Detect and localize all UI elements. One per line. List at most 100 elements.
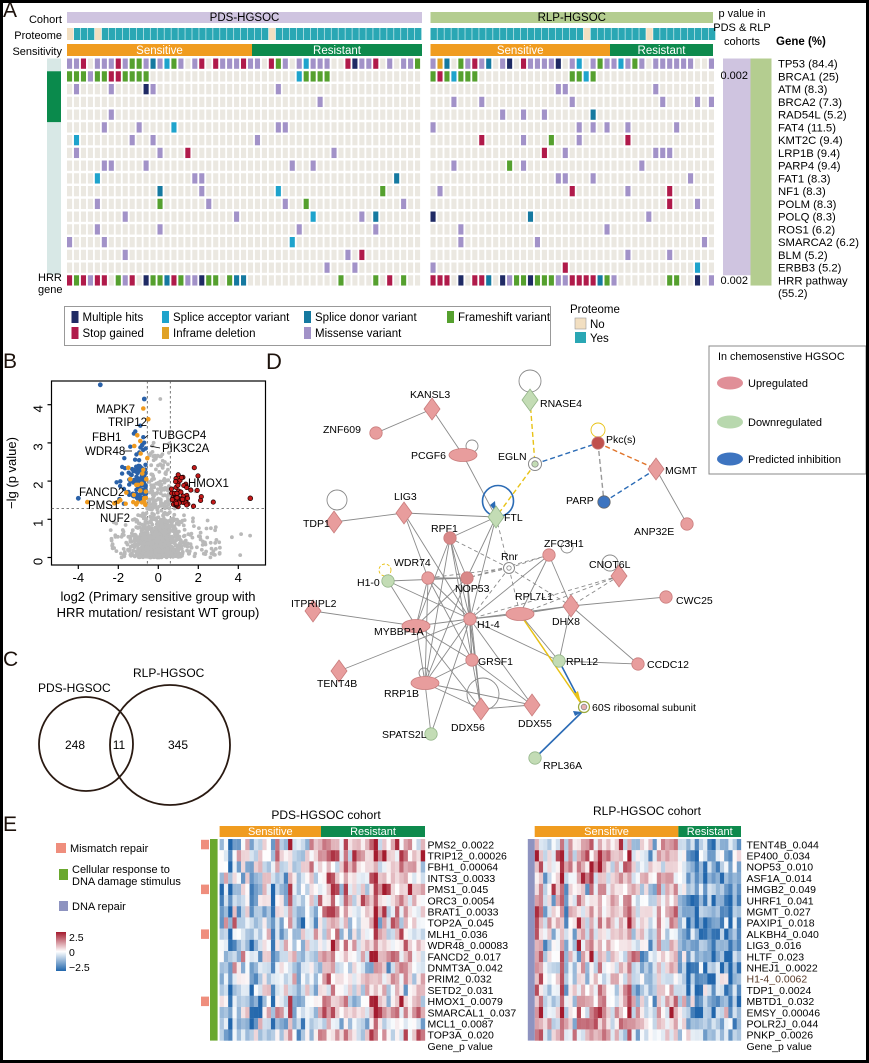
svg-text:HRR pathway: HRR pathway [778, 275, 848, 287]
svg-text:HRR mutation/ resistant WT gro: HRR mutation/ resistant WT group) [57, 605, 260, 620]
svg-text:Splice donor variant: Splice donor variant [315, 312, 417, 324]
svg-text:gene: gene [38, 284, 62, 296]
svg-text:4: 4 [235, 570, 242, 585]
svg-text:60S ribosomal subunit: 60S ribosomal subunit [592, 702, 696, 714]
svg-text:Rnr: Rnr [501, 551, 518, 563]
svg-text:PARP: PARP [566, 495, 594, 507]
svg-text:ITPRIPL2: ITPRIPL2 [291, 598, 337, 610]
svg-text:−2.5: −2.5 [69, 962, 90, 974]
svg-text:PDS & RLP: PDS & RLP [713, 22, 770, 34]
svg-text:KMT2C (9.4): KMT2C (9.4) [778, 135, 843, 147]
svg-text:In chemosenstive HGSOC: In chemosenstive HGSOC [718, 351, 845, 363]
svg-text:3: 3 [31, 443, 46, 450]
svg-text:Resistant: Resistant [687, 826, 733, 838]
svg-text:FANCD2: FANCD2 [79, 487, 124, 499]
svg-text:-2: -2 [113, 570, 125, 585]
svg-text:ZFC3H1: ZFC3H1 [544, 538, 584, 550]
svg-text:0: 0 [155, 570, 162, 585]
svg-text:NOP53: NOP53 [455, 583, 490, 595]
svg-text:RPL12: RPL12 [566, 656, 598, 668]
svg-text:CNOT6L: CNOT6L [589, 559, 631, 571]
svg-text:TP53 (84.4): TP53 (84.4) [778, 59, 838, 71]
svg-text:Cellular response to: Cellular response to [72, 864, 170, 876]
svg-text:11: 11 [113, 738, 126, 752]
svg-text:RNASE4: RNASE4 [540, 398, 582, 410]
svg-text:Pkc(s): Pkc(s) [606, 434, 636, 446]
svg-text:PDS-HGSOC: PDS-HGSOC [210, 12, 280, 24]
svg-text:log2 (Primary sensitive group: log2 (Primary sensitive group with [60, 589, 255, 604]
svg-text:FBH1: FBH1 [92, 432, 121, 444]
svg-text:0.002: 0.002 [720, 70, 748, 82]
svg-text:0.002: 0.002 [720, 275, 748, 287]
svg-text:2: 2 [195, 570, 202, 585]
svg-text:TUBGCP4: TUBGCP4 [152, 430, 207, 442]
svg-text:ROS1 (6.2): ROS1 (6.2) [778, 224, 835, 236]
svg-text:DDX55: DDX55 [518, 718, 552, 730]
svg-text:ATM (8.3): ATM (8.3) [778, 84, 828, 96]
svg-text:Inframe deletion: Inframe deletion [173, 328, 255, 340]
svg-text:RLP-HGSOC: RLP-HGSOC [133, 666, 205, 680]
svg-text:WDR48: WDR48 [85, 446, 125, 458]
svg-text:A: A [3, 0, 17, 22]
svg-text:-4: -4 [73, 570, 85, 585]
svg-text:H1-4: H1-4 [477, 619, 500, 631]
svg-text:p value in: p value in [718, 8, 765, 20]
svg-text:HMOX1: HMOX1 [188, 478, 229, 490]
svg-text:Missense variant: Missense variant [315, 328, 402, 340]
svg-text:PDS-HGSOC cohort: PDS-HGSOC cohort [271, 808, 381, 822]
svg-text:B: B [3, 350, 17, 373]
svg-text:RAD54L (5.2): RAD54L (5.2) [778, 110, 847, 122]
svg-text:Sensitive: Sensitive [136, 45, 183, 57]
svg-text:RRP1B: RRP1B [384, 688, 419, 700]
svg-text:No: No [590, 319, 605, 331]
svg-text:(55.2): (55.2) [778, 288, 808, 300]
svg-text:DNA damage stimulus: DNA damage stimulus [72, 876, 181, 888]
svg-text:H1-0: H1-0 [357, 577, 380, 589]
svg-text:−lg (p value): −lg (p value) [4, 437, 19, 509]
svg-text:CWC25: CWC25 [676, 595, 713, 607]
svg-text:SPATS2L: SPATS2L [382, 729, 427, 741]
svg-text:Sensitive: Sensitive [584, 826, 629, 838]
svg-text:EGLN: EGLN [498, 451, 527, 463]
svg-text:CCDC12: CCDC12 [647, 659, 689, 671]
svg-text:Gene (%): Gene (%) [776, 36, 826, 48]
svg-text:FTL: FTL [504, 512, 523, 524]
svg-text:Predicted inhibition: Predicted inhibition [748, 454, 841, 466]
svg-text:0: 0 [31, 558, 46, 565]
svg-text:Upregulated: Upregulated [748, 378, 808, 390]
svg-text:POLQ (8.3): POLQ (8.3) [778, 212, 836, 224]
svg-text:NF1 (8.3): NF1 (8.3) [778, 186, 826, 198]
svg-text:0: 0 [69, 947, 75, 959]
svg-text:SMARCA2 (6.2): SMARCA2 (6.2) [778, 237, 859, 249]
svg-text:PARP4 (9.4): PARP4 (9.4) [778, 161, 841, 173]
svg-text:DNA repair: DNA repair [72, 901, 126, 913]
svg-text:Mismatch repair: Mismatch repair [70, 843, 149, 855]
svg-text:Proteome: Proteome [570, 304, 620, 316]
svg-text:Cohort: Cohort [29, 14, 62, 26]
svg-text:ERBB3 (5.2): ERBB3 (5.2) [778, 263, 842, 275]
svg-text:BRCA2 (7.3): BRCA2 (7.3) [778, 97, 842, 109]
svg-text:248: 248 [65, 738, 85, 752]
svg-text:MYBBP1A: MYBBP1A [374, 626, 424, 638]
svg-text:MAPK7: MAPK7 [96, 404, 135, 416]
svg-text:Multiple hits: Multiple hits [83, 312, 144, 324]
svg-text:cohorts: cohorts [724, 36, 761, 48]
svg-text:Yes: Yes [590, 333, 609, 345]
svg-text:ZNF609: ZNF609 [323, 424, 361, 436]
svg-text:2: 2 [31, 481, 46, 488]
svg-text:DHX8: DHX8 [552, 616, 580, 628]
svg-text:Frameshift variant: Frameshift variant [458, 312, 551, 324]
svg-text:Sensitive: Sensitive [248, 826, 293, 838]
svg-text:Sensitivity: Sensitivity [12, 46, 62, 58]
svg-text:Resistant: Resistant [313, 45, 362, 57]
svg-text:BRCA1 (25): BRCA1 (25) [778, 72, 839, 84]
svg-text:Sensitive: Sensitive [497, 45, 544, 57]
svg-text:Proteome: Proteome [14, 30, 62, 42]
svg-text:POLM (8.3): POLM (8.3) [778, 199, 837, 211]
svg-text:E: E [3, 813, 17, 836]
svg-text:DDX56: DDX56 [451, 722, 485, 734]
svg-text:Stop gained: Stop gained [83, 328, 144, 340]
svg-text:LRP1B (9.4): LRP1B (9.4) [778, 148, 840, 160]
svg-text:D: D [266, 349, 282, 374]
svg-text:LIG3: LIG3 [394, 491, 417, 503]
